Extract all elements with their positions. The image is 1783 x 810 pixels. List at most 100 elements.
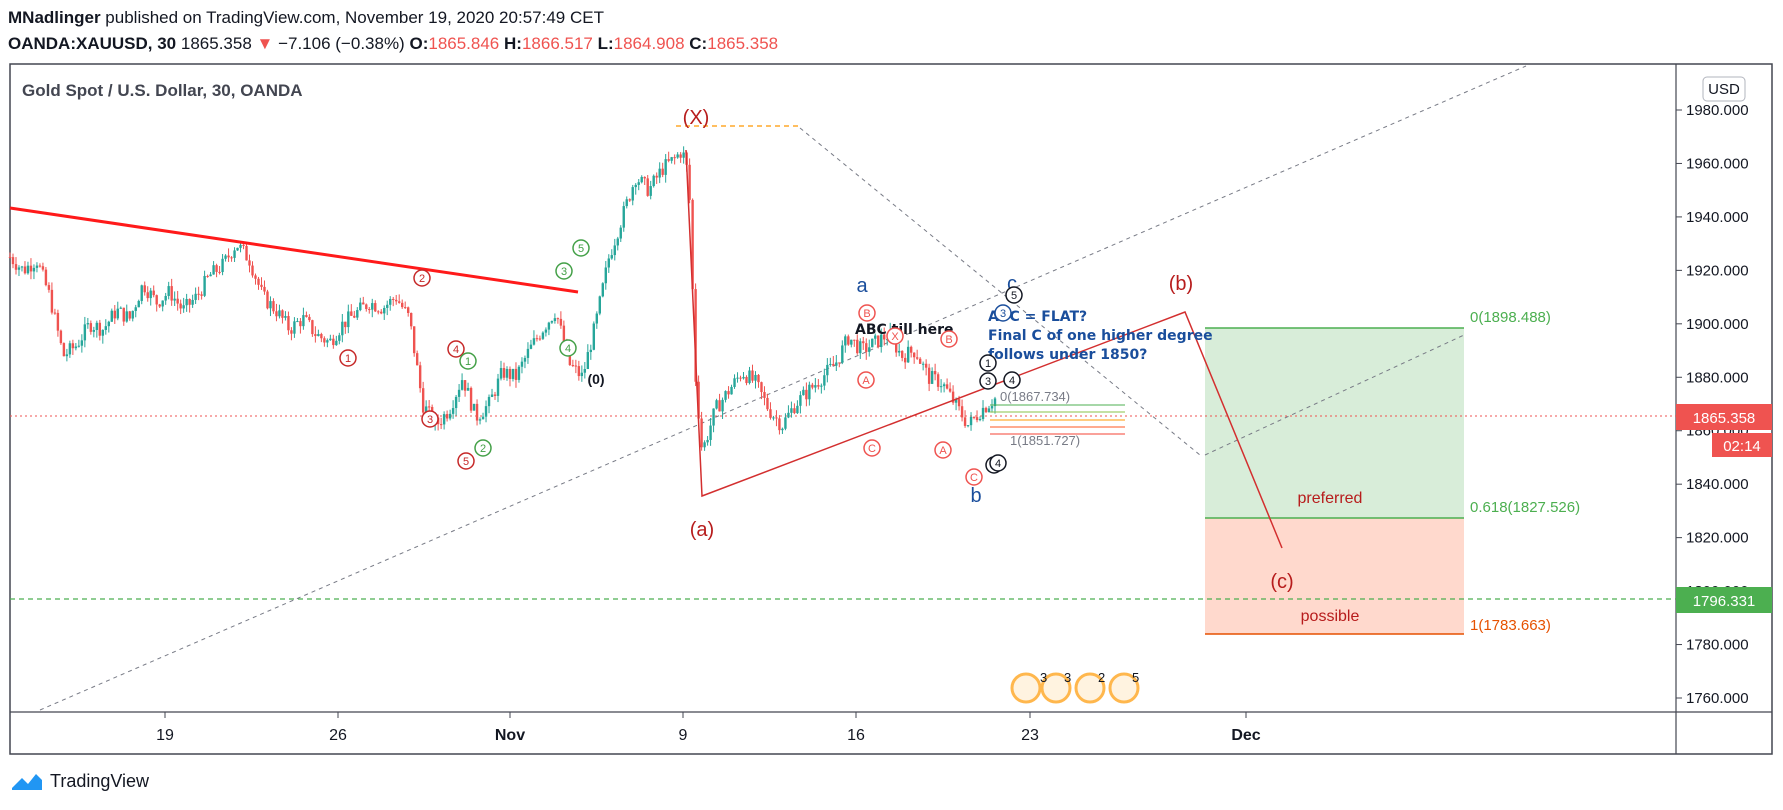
candle-body	[850, 339, 853, 345]
candle-body	[392, 298, 395, 300]
candle-body	[874, 335, 877, 339]
candle-body	[532, 338, 536, 345]
candle-body	[403, 307, 407, 309]
candles	[8, 146, 997, 451]
candle-body	[487, 396, 491, 407]
candle-body	[365, 304, 368, 310]
candle-body	[553, 318, 557, 322]
publisher-name[interactable]: MNadlinger	[8, 8, 101, 27]
candle-body	[865, 343, 868, 352]
candle-body	[448, 413, 452, 419]
candle-body	[658, 168, 661, 178]
candle-body	[412, 326, 416, 354]
candle-body	[119, 307, 122, 309]
svg-text:3: 3	[1040, 670, 1047, 685]
candle-body	[215, 265, 218, 272]
candle-body	[948, 388, 952, 392]
candle-body	[92, 329, 96, 332]
candle-body	[984, 407, 988, 413]
candle-body	[472, 403, 476, 411]
usd-button[interactable]: USD	[1702, 76, 1746, 102]
publish-info: MNadlinger published on TradingView.com,…	[8, 8, 604, 28]
candle-body	[523, 357, 527, 362]
candle-body	[173, 298, 176, 301]
wave-marker-circle	[965, 468, 983, 486]
fib-cluster-label-1: 0(1867.734)	[1000, 389, 1070, 404]
candle-body	[595, 313, 599, 324]
last-price-tag-value: 1865.358	[1693, 410, 1756, 427]
blue-b-label: b	[970, 485, 981, 507]
candle-body	[451, 408, 455, 414]
candle-body	[248, 260, 251, 266]
candle-body	[975, 417, 979, 421]
economic-event-flags[interactable]: 3 3 2 5	[1010, 670, 1140, 704]
candle-body	[457, 389, 461, 397]
last-price-tag: 1865.358 02:14	[1676, 404, 1772, 457]
candle-body	[8, 257, 12, 258]
candle-body	[505, 368, 509, 378]
last-price: 1865.358	[180, 34, 252, 53]
wave-marker-label: A	[862, 375, 870, 387]
candle-body	[640, 176, 643, 183]
candle-body	[418, 365, 422, 389]
candle-body	[341, 321, 344, 336]
candle-body	[20, 266, 24, 268]
candle-body	[787, 412, 790, 418]
wave-marker-label: 1	[985, 358, 991, 370]
candle-body	[526, 348, 530, 358]
candle-body	[146, 292, 149, 299]
candle-body	[957, 399, 961, 407]
wave-marker-circle	[447, 340, 465, 358]
candle-body	[628, 199, 631, 201]
candle-body	[811, 384, 814, 388]
footer-brand[interactable]: TradingView	[10, 770, 149, 792]
wave-marker-circle	[857, 371, 875, 389]
candle-body	[676, 154, 679, 158]
wave-marker-label: B	[945, 334, 952, 346]
candle-body	[347, 311, 350, 328]
time-axis[interactable]: 19 26 Nov 9 16 23 Dec	[156, 712, 1261, 744]
candle-body	[972, 416, 976, 418]
wave-marker-label: 1	[345, 353, 351, 365]
candle-body	[182, 305, 185, 309]
flat-note-3: follows under 1850?	[988, 347, 1147, 363]
candle-body	[906, 346, 910, 363]
candle-body	[903, 357, 907, 363]
candle-body	[398, 301, 401, 303]
candle-body	[197, 293, 200, 295]
candle-body	[278, 310, 281, 317]
candle-body	[655, 175, 658, 178]
candle-body	[535, 338, 539, 340]
candle-body	[475, 403, 479, 421]
candle-body	[604, 267, 607, 284]
candle-body	[511, 368, 515, 379]
candle-body	[634, 184, 637, 188]
candle-body	[101, 329, 105, 336]
candle-body	[877, 335, 880, 348]
candle-body	[918, 358, 922, 364]
candle-body	[883, 334, 886, 340]
wave-marker-label: B	[863, 308, 870, 320]
wave-zero-label: (0)	[587, 371, 604, 387]
wave-a-label: (a)	[690, 519, 714, 541]
x-tick-label: 23	[1021, 727, 1039, 744]
candle-body	[125, 311, 128, 322]
svg-text:5: 5	[1132, 670, 1139, 685]
candle-body	[805, 389, 808, 400]
candle-body	[239, 244, 242, 248]
candle-body	[74, 346, 78, 349]
candle-body	[643, 176, 646, 179]
wave-marker-label: 1	[465, 356, 471, 368]
candle-body	[598, 296, 602, 314]
price-axis[interactable]: 1760.0001780.0001800.0001820.0001840.000…	[1676, 102, 1749, 707]
candle-body	[697, 381, 700, 419]
wave-marker-circle	[1003, 371, 1021, 389]
wave-marker-label: X	[891, 331, 899, 343]
candle-body	[790, 408, 793, 413]
fib-618-label: 0.618(1827.526)	[1470, 499, 1580, 516]
candle-body	[547, 322, 551, 330]
possible-label: possible	[1301, 608, 1360, 625]
y-tick-label: 1880.000	[1686, 369, 1749, 386]
wave-marker-label: 4	[1009, 375, 1015, 387]
